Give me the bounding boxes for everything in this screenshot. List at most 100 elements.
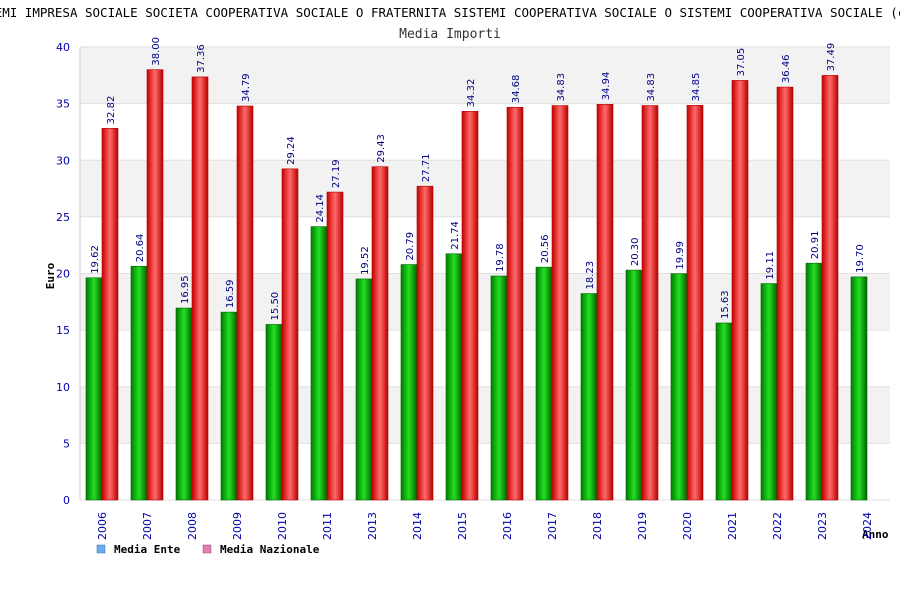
value-label: 37.36 bbox=[196, 44, 207, 73]
bar-media-ente bbox=[535, 266, 553, 501]
bar-media-ente bbox=[175, 307, 193, 501]
bar-media-ente bbox=[805, 262, 823, 501]
x-axis-label: Anno bbox=[862, 528, 889, 541]
grid-band bbox=[80, 103, 890, 161]
bar-media-nazionale bbox=[506, 106, 524, 501]
bar-media-ente bbox=[310, 226, 328, 501]
bar-media-ente bbox=[130, 265, 148, 501]
y-tick-label: 10 bbox=[56, 381, 70, 394]
grid-band bbox=[80, 216, 890, 274]
bar-media-ente bbox=[355, 278, 373, 501]
y-axis-label: Euro bbox=[44, 262, 57, 289]
legend-label-nazionale: Media Nazionale bbox=[220, 543, 320, 556]
value-label: 20.56 bbox=[540, 235, 551, 264]
bar-media-ente bbox=[670, 273, 688, 501]
plot-grid-bands bbox=[80, 47, 890, 500]
x-tick-label: 2009 bbox=[231, 512, 244, 540]
bar-media-nazionale bbox=[281, 168, 299, 501]
value-label: 34.94 bbox=[601, 72, 612, 101]
x-tick-label: 2014 bbox=[411, 512, 424, 540]
x-tick-label: 2019 bbox=[636, 512, 649, 540]
grid-band bbox=[80, 47, 890, 104]
y-tick-label: 30 bbox=[56, 154, 70, 167]
value-label: 19.52 bbox=[360, 246, 371, 275]
value-label: 27.19 bbox=[331, 159, 342, 188]
legend: Media Ente Media Nazionale bbox=[96, 543, 320, 556]
x-tick-label: 2010 bbox=[276, 512, 289, 540]
y-tick-label: 35 bbox=[56, 98, 70, 111]
chart-subtitle: Media Importi bbox=[399, 27, 501, 42]
bar-media-nazionale bbox=[596, 104, 614, 501]
plot-gridlines bbox=[80, 46, 890, 501]
value-label: 27.71 bbox=[421, 154, 432, 183]
x-tick-label: 2017 bbox=[546, 512, 559, 540]
value-label: 20.30 bbox=[630, 237, 641, 266]
x-tick-label: 2016 bbox=[501, 512, 514, 540]
bar-media-ente bbox=[220, 311, 238, 501]
value-label: 29.43 bbox=[376, 134, 387, 163]
y-tick-label: 0 bbox=[63, 494, 70, 507]
bar-media-ente bbox=[625, 269, 643, 501]
bar-media-ente bbox=[400, 264, 418, 501]
x-tick-label: 2011 bbox=[321, 512, 334, 540]
value-label: 24.14 bbox=[315, 194, 326, 223]
bar-media-ente bbox=[760, 283, 778, 501]
value-label: 19.11 bbox=[765, 251, 776, 280]
value-label: 20.64 bbox=[135, 234, 146, 263]
grid-band bbox=[80, 330, 890, 387]
bar-media-nazionale bbox=[146, 69, 164, 501]
x-tick-label: 2022 bbox=[771, 512, 784, 540]
bar-media-nazionale bbox=[371, 166, 389, 501]
value-label: 15.50 bbox=[270, 292, 281, 321]
bar-media-ente bbox=[265, 324, 283, 501]
y-tick-label: 40 bbox=[56, 41, 70, 54]
value-label: 19.99 bbox=[675, 241, 686, 270]
grid-band bbox=[80, 160, 890, 217]
bar-media-nazionale bbox=[236, 105, 254, 501]
x-tick-label: 2013 bbox=[366, 512, 379, 540]
value-label: 16.95 bbox=[180, 275, 191, 304]
bar-media-ente bbox=[850, 276, 868, 501]
legend-label-ente: Media Ente bbox=[114, 543, 181, 556]
x-tick-label: 2023 bbox=[816, 512, 829, 540]
bar-media-nazionale bbox=[731, 80, 749, 501]
value-label: 34.79 bbox=[241, 73, 252, 102]
x-tick-label: 2024 bbox=[861, 512, 874, 540]
bar-media-ente bbox=[580, 293, 598, 501]
value-label: 18.23 bbox=[585, 261, 596, 290]
bar-media-ente bbox=[715, 322, 733, 501]
bar-media-ente bbox=[445, 253, 463, 501]
bar-media-nazionale bbox=[551, 105, 569, 501]
value-label: 19.78 bbox=[495, 243, 506, 272]
value-label: 38.00 bbox=[151, 37, 162, 66]
bar-media-nazionale bbox=[776, 86, 794, 501]
bar-media-nazionale bbox=[326, 191, 344, 501]
bar-media-nazionale bbox=[821, 75, 839, 501]
value-label: 19.62 bbox=[90, 245, 101, 274]
value-label: 32.82 bbox=[106, 96, 117, 125]
bar-media-nazionale bbox=[686, 105, 704, 501]
value-labels: 19.62 32.82 20.64 38.00 16.95 37.36 16.59 34.79… bbox=[90, 37, 866, 320]
bar-media-ente bbox=[490, 275, 508, 501]
x-tick-label: 2021 bbox=[726, 512, 739, 540]
chart-title: SISTEMI IMPRESA SOCIALE SOCIETA COOPERAT… bbox=[0, 5, 900, 20]
grid-band bbox=[80, 273, 890, 331]
bar-media-nazionale bbox=[101, 128, 119, 501]
grid-band bbox=[80, 443, 890, 500]
y-tick-label: 20 bbox=[56, 268, 70, 281]
legend-swatch-nazionale bbox=[202, 544, 212, 554]
bar-media-ente bbox=[85, 277, 103, 501]
y-axis-ticks: 0 5 10 15 20 25 30 35 40 bbox=[56, 41, 70, 507]
value-label: 34.68 bbox=[511, 75, 522, 104]
x-tick-label: 2007 bbox=[141, 512, 154, 540]
grid-band bbox=[80, 386, 890, 444]
value-label: 34.85 bbox=[691, 73, 702, 102]
value-label: 21.74 bbox=[450, 221, 461, 250]
value-label: 34.32 bbox=[466, 79, 477, 108]
y-tick-label: 15 bbox=[56, 324, 70, 337]
value-label: 34.83 bbox=[556, 73, 567, 102]
bars bbox=[85, 69, 868, 501]
value-label: 15.63 bbox=[720, 290, 731, 319]
x-tick-label: 2018 bbox=[591, 512, 604, 540]
y-tick-label: 25 bbox=[56, 211, 70, 224]
